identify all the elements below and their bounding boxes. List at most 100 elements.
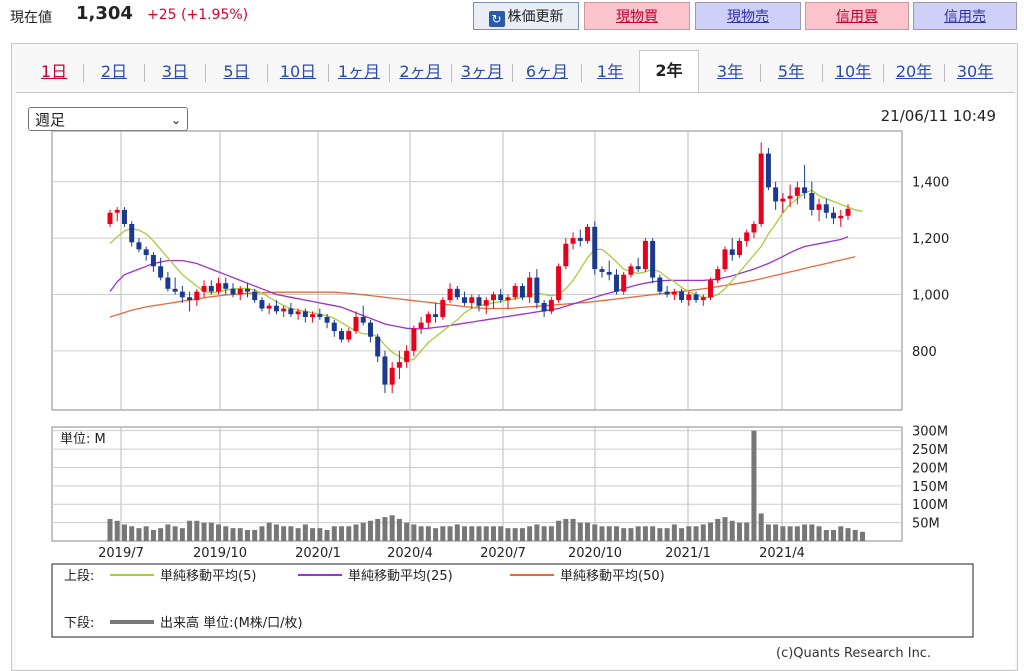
volume-bar: [671, 524, 677, 541]
price-tick-label: 1,400: [912, 176, 949, 191]
candle-body: [657, 277, 663, 292]
volume-bar: [859, 531, 865, 541]
volume-bar: [512, 528, 518, 541]
candle-body: [831, 212, 837, 219]
candle-body: [230, 288, 236, 295]
candle-body: [483, 300, 489, 306]
buy-spot-button[interactable]: 現物買: [584, 2, 690, 30]
volume-bar: [527, 526, 533, 541]
volume-bar: [765, 524, 771, 541]
tab-7[interactable]: 3ヶ月: [460, 62, 504, 81]
timestamp: 21/06/11 10:49: [880, 107, 996, 125]
volume-bar: [505, 528, 511, 541]
tab-separator: [944, 64, 945, 82]
candle-body: [310, 314, 316, 317]
tab-13[interactable]: 10年: [834, 62, 872, 81]
candle-body: [585, 226, 591, 241]
volume-bar: [411, 524, 417, 541]
tab-15[interactable]: 30年: [956, 62, 994, 81]
refresh-price-label: 株価更新: [507, 9, 564, 25]
volume-bar: [816, 526, 822, 541]
tab-4[interactable]: 10日: [279, 62, 317, 81]
volume-tick-label: 300M: [912, 425, 948, 440]
candle-body: [469, 297, 475, 303]
candle-body: [339, 331, 345, 340]
candle-body: [794, 187, 800, 196]
sell-margin-button[interactable]: 信用売: [913, 2, 1017, 30]
volume-bar: [252, 529, 258, 541]
candle-body: [570, 238, 576, 244]
candle-body: [635, 266, 641, 270]
tab-6[interactable]: 2ヶ月: [399, 62, 442, 81]
tab-5[interactable]: 1ヶ月: [337, 62, 381, 81]
volume-bar: [592, 524, 598, 541]
sell-spot-button[interactable]: 現物売: [695, 2, 801, 30]
tab-separator: [328, 64, 329, 82]
volume-bar: [585, 522, 591, 541]
tab-10[interactable]: 2年: [639, 50, 699, 93]
candle-body: [599, 269, 605, 272]
volume-bar: [216, 524, 222, 541]
volume-bar: [758, 513, 764, 541]
candle-body: [823, 204, 829, 213]
volume-bar: [686, 526, 692, 541]
candle-body: [353, 317, 359, 332]
candle-body: [201, 286, 207, 292]
candle-body: [187, 297, 193, 301]
candle-body: [223, 283, 229, 289]
refresh-price-button[interactable]: ↻ 株価更新: [473, 2, 579, 30]
volume-bar: [230, 528, 236, 541]
volume-bar: [143, 526, 149, 541]
volume-bar: [367, 520, 373, 541]
volume-bar: [244, 529, 250, 541]
volume-bar: [548, 526, 554, 541]
tab-1[interactable]: 2日: [100, 62, 128, 81]
candle-body: [208, 286, 214, 292]
tab-11[interactable]: 3年: [716, 62, 744, 81]
candle-body: [150, 255, 156, 267]
tab-0[interactable]: 1日: [40, 62, 68, 81]
volume-bar: [823, 529, 829, 541]
x-tick-label: 2020/1: [295, 546, 341, 561]
candle-body: [715, 269, 721, 281]
volume-bar: [172, 526, 178, 541]
volume-bar: [107, 518, 113, 541]
volume-bar: [382, 517, 388, 541]
chevron-down-icon: ⌄: [170, 113, 181, 127]
tab-12[interactable]: 5年: [777, 62, 805, 81]
tab-8[interactable]: 6ヶ月: [525, 62, 569, 81]
volume-bar: [794, 526, 800, 541]
candle-body: [556, 266, 562, 301]
tab-14[interactable]: 20年: [895, 62, 933, 81]
tab-9[interactable]: 1年: [596, 62, 624, 81]
volume-tick-label: 200M: [912, 461, 948, 476]
candle-body: [700, 297, 706, 301]
candle-body: [404, 350, 410, 363]
price-tick-label: 1,000: [912, 288, 949, 303]
candle-body: [143, 249, 149, 255]
volume-bar: [454, 524, 460, 541]
candle-body: [476, 297, 482, 306]
volume-bar: [635, 526, 641, 541]
candle-body: [729, 249, 735, 255]
tab-3[interactable]: 5日: [223, 62, 250, 81]
volume-bar: [809, 524, 815, 541]
tab-2[interactable]: 3日: [161, 62, 189, 81]
tab-separator: [205, 64, 206, 82]
volume-bar: [324, 529, 330, 541]
volume-bar: [541, 526, 547, 541]
candle-body: [107, 212, 113, 224]
volume-bar: [483, 526, 489, 541]
candle-body: [331, 322, 337, 332]
candle-body: [527, 277, 533, 298]
candle-body: [621, 274, 627, 292]
candle-body: [606, 271, 612, 275]
ma25-line: [109, 236, 849, 330]
buy-margin-button[interactable]: 信用買: [805, 2, 909, 30]
legend-volume-label: 出来高 単位:(M株/口/枚): [160, 615, 303, 631]
candle-body: [237, 288, 243, 295]
volume-bar: [787, 526, 793, 541]
volume-bar: [165, 524, 171, 541]
legend-item-label: 単純移動平均(50): [560, 568, 665, 584]
